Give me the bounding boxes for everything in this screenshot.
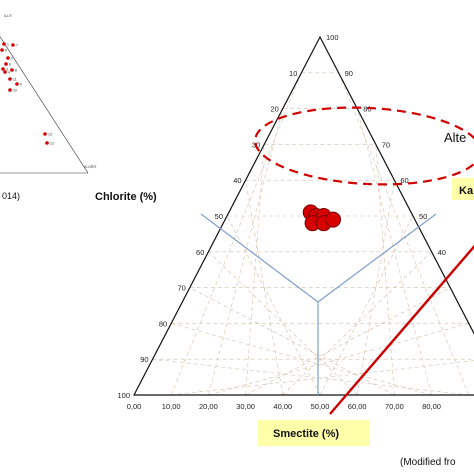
- left-tick-label: 100: [117, 391, 130, 400]
- grid-line: [319, 215, 414, 396]
- left-tick-label: 70: [177, 284, 185, 293]
- inset-point: [10, 68, 14, 72]
- left-tick-label: 40: [233, 176, 241, 185]
- left-tick-label: 10: [289, 69, 297, 78]
- inset-point: [6, 56, 10, 60]
- bottom-tick-label: 60,00: [348, 402, 367, 411]
- left-tick-label: 50: [215, 212, 223, 221]
- inset-point-label: 7: [16, 44, 18, 48]
- smectite-axis-label: Smectite (%): [273, 428, 339, 440]
- right-tick-label: 40: [438, 248, 446, 257]
- chlorite-axis-label: Chlorite (%): [95, 191, 157, 203]
- inset-point: [0, 48, 4, 52]
- inset-point-label: 5: [5, 49, 7, 53]
- grid-line: [189, 287, 395, 396]
- grid-line: [152, 358, 469, 396]
- right-tick-label: 90: [345, 69, 353, 78]
- red-trend-line: [329, 244, 474, 415]
- right-tick-label: 100: [326, 33, 339, 42]
- credit-text: (Modified fro: [400, 457, 456, 468]
- inset-point: [45, 141, 49, 145]
- alteration-zone-ellipse: [254, 106, 474, 186]
- inset-point: [4, 62, 8, 66]
- inset-point-label: 12: [50, 142, 54, 146]
- left-tick-label: 60: [196, 248, 204, 257]
- bottom-tick-label: 0,00: [127, 402, 142, 411]
- kaolinite-label-box: [452, 178, 474, 200]
- inset-bottom-right-label: KLORIT: [84, 165, 98, 169]
- left-tick-label: 20: [270, 105, 278, 114]
- inset-point: [15, 82, 19, 86]
- inset-point: [3, 70, 7, 74]
- left-tick-label: 90: [140, 355, 148, 364]
- inset-point-label: 13: [48, 133, 52, 137]
- right-tick-label: 80: [363, 105, 371, 114]
- inset-point-label: 3: [6, 68, 8, 72]
- left-tick-label: 80: [159, 319, 167, 328]
- inset-point-label: 1: [7, 43, 9, 47]
- bottom-tick-label: 70,00: [385, 402, 404, 411]
- right-tick-label: 60: [400, 176, 408, 185]
- inset-caption: 014): [2, 191, 20, 201]
- bottom-tick-label: 40,00: [273, 402, 292, 411]
- grid-line: [170, 72, 302, 396]
- grid-line: [338, 72, 470, 396]
- inset-point: [8, 77, 12, 81]
- inset-point-label: 4: [8, 71, 10, 75]
- inset-point: [43, 132, 47, 136]
- ternary-outline: [133, 35, 474, 396]
- bottom-tick-label: 20,00: [199, 402, 218, 411]
- inset-point: [8, 88, 12, 92]
- smectite-label-box: [258, 420, 370, 446]
- field-boundaries: [200, 213, 437, 395]
- grid-line: [171, 360, 474, 396]
- bottom-tick-labels: 0,00 10,00 20,00 30,00 40,00 50,00 60,00 70,00 8…: [127, 402, 441, 411]
- inset-point-label: 9: [20, 83, 22, 87]
- grid-line: [245, 287, 451, 396]
- inset-point-label: 6: [9, 63, 11, 67]
- inset-point: [2, 42, 6, 46]
- right-tick-label: 50: [419, 212, 427, 221]
- inset-right-edge: [0, 36, 89, 174]
- inset-point: [11, 43, 15, 47]
- bottom-tick-label: 30,00: [236, 402, 255, 411]
- bottom-tick-label: 10,00: [162, 402, 181, 411]
- inset-point-label: 8: [15, 69, 17, 73]
- inset-point-label: 11: [13, 78, 17, 82]
- data-point: [325, 211, 342, 228]
- sample-points: [302, 204, 342, 232]
- bottom-tick-label: 50,00: [311, 402, 330, 411]
- right-tick-label: 70: [382, 140, 390, 149]
- field-boundary-left: [200, 213, 319, 303]
- inset-point: [1, 67, 5, 71]
- inset-top-label: ILLIT: [4, 14, 13, 18]
- zone-label: Alte: [444, 130, 466, 145]
- inset-point-label: 2: [11, 57, 13, 61]
- kaolinite-label: Ka: [459, 185, 474, 197]
- bottom-tick-label: 80,00: [422, 402, 441, 411]
- field-boundary-right: [317, 213, 437, 303]
- inset-point-label: 10: [13, 89, 17, 93]
- right-tick-labels: 100 90 80 70 60 50 40: [326, 33, 446, 257]
- ternary-grid: [152, 72, 474, 396]
